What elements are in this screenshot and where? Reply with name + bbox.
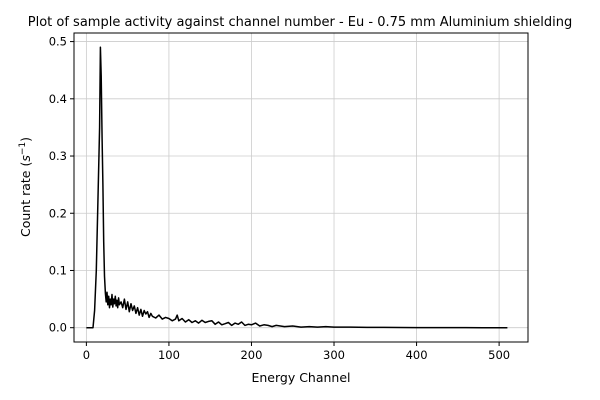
x-tick-label: 300 — [323, 348, 345, 362]
y-tick-label: 0.2 — [49, 206, 67, 220]
x-axis-label: Energy Channel — [251, 370, 350, 385]
series-line — [86, 46, 508, 329]
x-tick-label: 400 — [406, 348, 428, 362]
x-axis-ticks: 0 100 200 300 400 500 — [83, 342, 510, 362]
chart-title: Plot of sample activity against channel … — [28, 15, 573, 30]
y-tick-label: 0.1 — [49, 263, 67, 277]
y-axis-label: Count rate (s−1) — [18, 137, 33, 237]
y-tick-label: 0.0 — [49, 321, 67, 335]
y-tick-label: 0.3 — [49, 149, 67, 163]
grid — [74, 33, 528, 342]
x-tick-label: 500 — [488, 348, 510, 362]
y-tick-label: 0.4 — [49, 92, 67, 106]
y-axis-ticks: 0.0 0.1 0.2 0.3 0.4 0.5 — [49, 35, 74, 335]
y-tick-label: 0.5 — [49, 35, 67, 49]
x-tick-label: 100 — [158, 348, 180, 362]
x-tick-label: 200 — [240, 348, 262, 362]
plot-area — [73, 32, 529, 343]
x-tick-label: 0 — [83, 348, 90, 362]
